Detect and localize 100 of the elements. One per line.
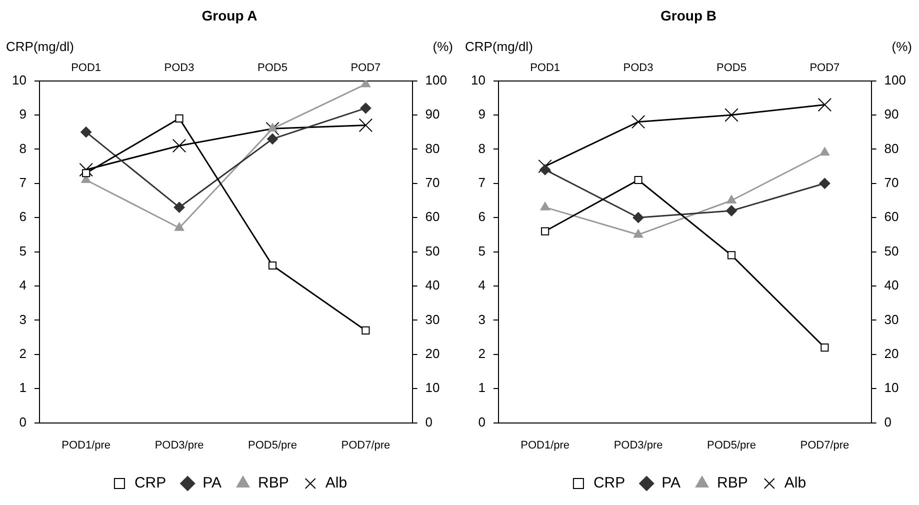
legend-label: CRP bbox=[593, 474, 626, 492]
text: POD1 bbox=[71, 62, 102, 74]
legend-label: PA bbox=[202, 474, 222, 492]
text: POD1 bbox=[530, 62, 560, 74]
y2-tick-label: 80 bbox=[884, 140, 899, 156]
y-tick-label: 10 bbox=[470, 72, 486, 88]
point bbox=[633, 229, 644, 238]
point bbox=[175, 114, 184, 122]
x-tick-label: POD5/pre bbox=[707, 439, 756, 452]
point bbox=[268, 123, 278, 132]
y-tick-label: 4 bbox=[19, 278, 26, 293]
point bbox=[266, 133, 278, 144]
y-axis-title: CRP(mg/dl) bbox=[6, 38, 74, 54]
y2-tick-label: 60 bbox=[425, 209, 440, 224]
text: POD7 bbox=[810, 62, 840, 74]
y-tick-label: 5 bbox=[19, 243, 26, 258]
point bbox=[540, 202, 550, 210]
y2-tick-label: 30 bbox=[425, 312, 440, 327]
legend-label: RBP bbox=[258, 474, 289, 492]
point bbox=[727, 251, 736, 260]
y2-tick-label: 100 bbox=[884, 72, 906, 88]
y-tick-label: 6 bbox=[19, 209, 26, 224]
point bbox=[80, 126, 92, 138]
point bbox=[174, 202, 185, 213]
point bbox=[724, 108, 738, 122]
point bbox=[362, 326, 370, 334]
point bbox=[818, 98, 832, 112]
point bbox=[631, 114, 646, 129]
y-tick-label: 2 bbox=[478, 346, 486, 361]
y-tick-label: 5 bbox=[478, 243, 486, 258]
point bbox=[540, 164, 551, 176]
y-tick-label: 3 bbox=[19, 312, 26, 327]
x-tick-label: POD3/pre bbox=[154, 439, 204, 452]
point bbox=[820, 344, 829, 352]
point bbox=[82, 169, 90, 178]
chart-title: Group B bbox=[660, 7, 716, 24]
y-tick-label: 2 bbox=[19, 346, 26, 361]
y-tick-label: 7 bbox=[19, 174, 26, 190]
text: POD5 bbox=[258, 62, 288, 74]
x-tick-label: POD3/pre bbox=[614, 439, 663, 452]
y-tick-label: 7 bbox=[478, 174, 486, 190]
y2-tick-label: 50 bbox=[884, 243, 899, 258]
text: POD3 bbox=[164, 62, 194, 74]
x-tick-label: POD1/pre bbox=[520, 439, 570, 452]
y-tick-label: 0 bbox=[19, 414, 26, 430]
point bbox=[360, 102, 372, 114]
point bbox=[632, 212, 644, 224]
y2-tick-label: 20 bbox=[425, 346, 440, 361]
y2-tick-label: 40 bbox=[884, 278, 899, 293]
point bbox=[541, 227, 550, 236]
y2-tick-label: 10 bbox=[425, 380, 440, 396]
point bbox=[820, 147, 830, 156]
y-tick-label: 0 bbox=[478, 414, 486, 430]
text: POD7 bbox=[350, 62, 381, 74]
legend-label: PA bbox=[662, 474, 681, 492]
y-axis-title: CRP(mg/dl) bbox=[465, 38, 533, 54]
y-tick-label: 8 bbox=[478, 140, 486, 156]
text: POD5 bbox=[716, 62, 746, 74]
x-tick-label: POD1/pre bbox=[62, 439, 111, 452]
y-tick-label: 1 bbox=[478, 380, 486, 396]
legend-label: Alb bbox=[784, 474, 806, 492]
x-tick-label: POD7/pre bbox=[800, 439, 850, 452]
point bbox=[358, 118, 373, 132]
x-tick-label: POD7/pre bbox=[341, 439, 390, 452]
y2-tick-label: 30 bbox=[884, 312, 899, 327]
point bbox=[268, 261, 277, 270]
y2-tick-label: 40 bbox=[425, 278, 440, 293]
text: POD3 bbox=[623, 62, 654, 74]
y2-tick-label: 0 bbox=[425, 414, 433, 430]
y-tick-label: 9 bbox=[478, 106, 486, 122]
y2-tick-label: 70 bbox=[884, 174, 899, 190]
y2-axis-title: (%) bbox=[432, 38, 453, 54]
y-tick-label: 6 bbox=[478, 209, 486, 224]
y2-tick-label: 10 bbox=[884, 380, 899, 396]
y2-tick-label: 100 bbox=[425, 72, 448, 88]
y-tick-label: 10 bbox=[12, 72, 26, 88]
point bbox=[726, 195, 736, 204]
point bbox=[174, 222, 184, 231]
y2-tick-label: 70 bbox=[425, 174, 440, 190]
y2-tick-label: 20 bbox=[884, 346, 899, 361]
legend-label: RBP bbox=[717, 474, 748, 492]
y-tick-label: 3 bbox=[478, 312, 486, 327]
y2-tick-label: 50 bbox=[425, 243, 440, 258]
y-tick-label: 1 bbox=[19, 380, 26, 396]
y2-axis-title: (%) bbox=[892, 38, 912, 54]
point bbox=[634, 176, 642, 184]
point bbox=[726, 205, 737, 216]
y2-tick-label: 80 bbox=[425, 140, 440, 156]
y2-tick-label: 90 bbox=[884, 106, 899, 122]
legend-label: Alb bbox=[325, 474, 348, 492]
y2-tick-label: 90 bbox=[425, 106, 440, 122]
point bbox=[819, 178, 830, 189]
y2-tick-label: 0 bbox=[884, 414, 892, 430]
y-tick-label: 8 bbox=[19, 140, 26, 156]
point bbox=[172, 138, 186, 153]
point bbox=[79, 162, 93, 177]
y-tick-label: 4 bbox=[478, 278, 486, 293]
legend-label: CRP bbox=[134, 474, 166, 492]
chart-title: Group A bbox=[202, 7, 258, 24]
y2-tick-label: 60 bbox=[884, 209, 899, 224]
